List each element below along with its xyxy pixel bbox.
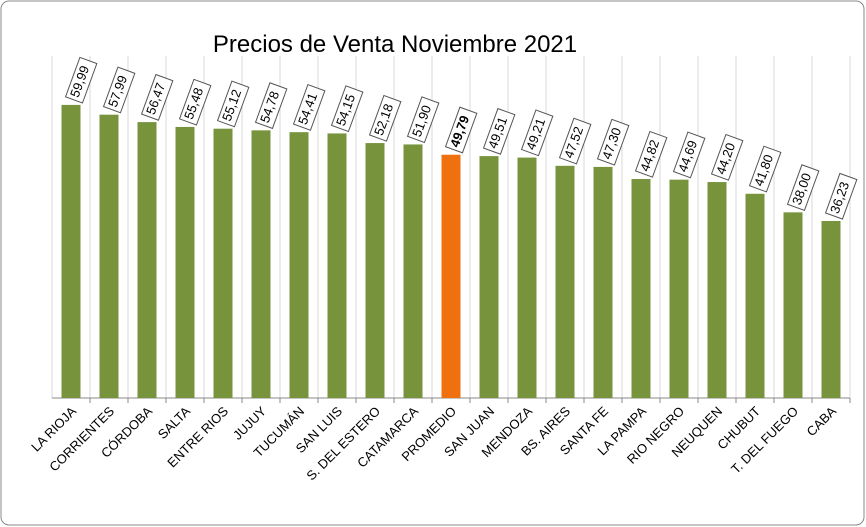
value-label-box (140, 73, 174, 121)
bar (365, 143, 385, 398)
value-label-group: 49,21 (520, 109, 554, 157)
bar (99, 114, 119, 398)
bar (213, 128, 233, 398)
bar (517, 157, 537, 398)
value-label-box (178, 78, 212, 126)
bar (175, 126, 195, 398)
chart-title: Precios de Venta Noviembre 2021 (213, 31, 577, 58)
value-label-box (216, 80, 250, 128)
bar (61, 104, 81, 398)
value-label-box (292, 83, 326, 131)
value-label-box (520, 109, 554, 157)
bar (327, 133, 347, 398)
value-label-group: 36,23 (824, 172, 858, 220)
bar (593, 166, 613, 398)
bar (555, 165, 575, 398)
value-label-box (102, 66, 136, 114)
value-label-group: 54,78 (254, 82, 288, 130)
bar (251, 130, 271, 398)
bar (441, 154, 461, 398)
value-label-box (558, 117, 592, 165)
bar (745, 193, 765, 398)
value-label-box (596, 118, 630, 166)
bar (631, 179, 651, 398)
bar (137, 122, 157, 399)
value-label-box (748, 145, 782, 193)
value-label-box (254, 82, 288, 130)
bar (783, 212, 803, 398)
value-label-box (482, 107, 516, 155)
bar (821, 220, 841, 398)
value-label-box (444, 106, 478, 154)
bar (403, 144, 423, 398)
value-label-box (824, 172, 858, 220)
value-label-group: 44,82 (634, 130, 668, 178)
value-label-box (672, 131, 706, 179)
value-label-box (406, 96, 440, 144)
value-label-box (64, 56, 98, 104)
value-label-box (710, 133, 744, 181)
value-label-box (786, 164, 820, 212)
bar (479, 156, 499, 398)
value-label-box (368, 94, 402, 142)
bar (669, 179, 689, 398)
bar (289, 132, 309, 399)
value-label-box (634, 130, 668, 178)
value-label-box (330, 85, 364, 133)
bar (707, 182, 727, 398)
